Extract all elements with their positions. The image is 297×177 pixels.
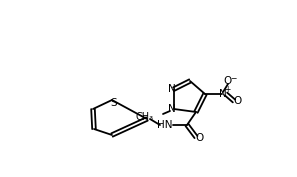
Text: O: O	[234, 96, 242, 106]
Text: O: O	[196, 133, 204, 143]
Text: CH₃: CH₃	[136, 112, 154, 122]
Text: N: N	[168, 104, 176, 114]
Text: HN: HN	[157, 120, 173, 130]
Text: O: O	[224, 76, 232, 86]
Text: N: N	[219, 89, 227, 99]
Text: −: −	[230, 75, 236, 84]
Text: S: S	[111, 98, 117, 108]
Text: N: N	[168, 84, 176, 94]
Text: +: +	[224, 85, 230, 95]
